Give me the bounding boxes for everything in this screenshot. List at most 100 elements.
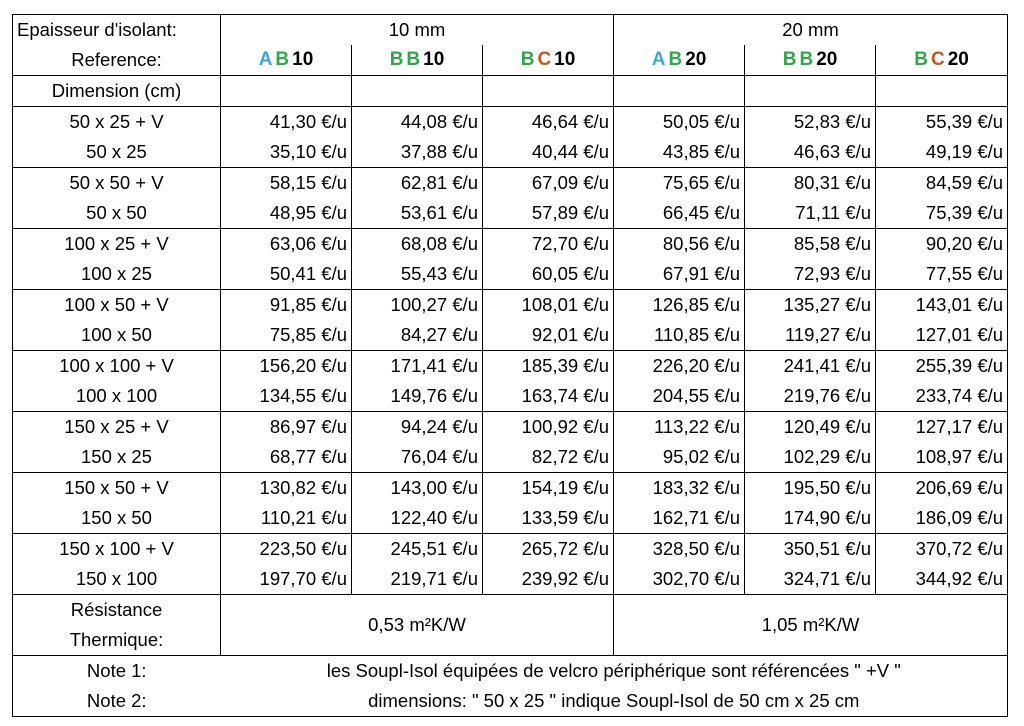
table-row: 150 x 100 197,70 €/u 219,71 €/u 239,92 €/u 3… — [12, 564, 1009, 595]
reference-letter-2: B — [406, 49, 421, 70]
reference-number: 10 — [554, 49, 576, 70]
price-cell: 66,45 €/u — [613, 198, 745, 229]
dimension-header-empty — [875, 75, 1009, 107]
price-cell: 344,92 €/u — [875, 564, 1009, 595]
price-cell: 100,92 €/u — [481, 411, 615, 442]
price-cell: 219,76 €/u — [744, 381, 876, 412]
group-10mm-header: 10 mm — [220, 14, 615, 45]
price-cell: 143,01 €/u — [875, 289, 1009, 320]
price-cell: 245,51 €/u — [351, 533, 483, 564]
reference-letter-1: B — [389, 49, 404, 70]
price-cell: 53,61 €/u — [351, 198, 483, 229]
dimension-cell: 100 x 25 — [12, 259, 221, 290]
price-cell: 67,91 €/u — [613, 259, 745, 290]
price-cell: 84,59 €/u — [875, 167, 1009, 198]
price-cell: 100,27 €/u — [351, 289, 483, 320]
table-row: 100 x 50 + V 91,85 €/u 100,27 €/u 108,01 €/… — [12, 289, 1009, 320]
price-cell: 75,39 €/u — [875, 198, 1009, 229]
price-cell: 126,85 €/u — [652, 294, 741, 315]
price-cell: 90,20 €/u — [875, 228, 1009, 259]
table-row: 150 x 50 110,21 €/u 122,40 €/u 133,59 €/u 16… — [12, 503, 1009, 534]
resistance-label-line1: Résistance — [70, 599, 163, 620]
reference-number: 20 — [947, 49, 969, 70]
reference-letter-1: B — [520, 49, 535, 70]
price-cell: 370,72 €/u — [875, 533, 1009, 564]
price-cell: 185,39 €/u — [481, 350, 615, 381]
dimension-cell: 100 x 100 — [12, 381, 221, 412]
reference-number: 10 — [292, 49, 314, 70]
price-cell: 76,04 €/u — [351, 442, 483, 473]
reference-letter-2: B — [799, 49, 814, 70]
dimension-header-empty — [351, 75, 483, 107]
price-cell: 49,19 €/u — [875, 137, 1009, 168]
resistance-value-10mm: 0,53 m²K/W — [220, 594, 615, 656]
price-cell: 127,17 €/u — [875, 411, 1009, 442]
table-row: 100 x 50 75,85 €/u 84,27 €/u 92,01 €/u 110,8… — [12, 320, 1009, 351]
price-cell: 91,85 €/u — [269, 294, 347, 315]
note-text: dimensions: " 50 x 25 " indique Soupl-Is… — [220, 686, 1009, 717]
price-cell: 68,08 €/u — [351, 228, 483, 259]
note-label: Note 2: — [12, 686, 221, 717]
price-cell: 50,41 €/u — [220, 259, 352, 290]
price-cell: 43,85 €/u — [613, 137, 745, 168]
group-20mm-header: 20 mm — [613, 14, 1009, 45]
price-sheet: Epaisseur d'isolant: 10 mm 20 mm Referen… — [12, 14, 1009, 717]
note-text: les Soupl-Isol équipées de velcro périph… — [220, 655, 1009, 686]
resistance-label: Résistance Thermique: — [12, 594, 221, 656]
header-row-dimension: Dimension (cm) — [12, 75, 1009, 107]
price-cell: 75,65 €/u — [662, 172, 741, 193]
price-cell: 44,08 €/u — [351, 106, 483, 137]
table-row: 100 x 25 + V 63,06 €/u 68,08 €/u 72,70 €/u 8… — [12, 228, 1009, 259]
dimension-cell: 150 x 50 + V — [12, 472, 221, 503]
price-cell: 186,09 €/u — [875, 503, 1009, 534]
price-cell: 149,76 €/u — [351, 381, 483, 412]
price-cell: 113,22 €/u — [653, 416, 741, 437]
price-cell: 95,02 €/u — [613, 442, 745, 473]
reference-header-5: B C 20 — [875, 45, 1009, 76]
reference-number: 20 — [685, 49, 707, 70]
price-cell: 127,01 €/u — [875, 320, 1009, 351]
table-row: 100 x 100 + V 156,20 €/u 171,41 €/u 185,39 … — [12, 350, 1009, 381]
price-cell: 122,40 €/u — [351, 503, 483, 534]
note-label: Note 1: — [12, 655, 221, 686]
price-cell: 195,50 €/u — [744, 472, 876, 503]
table-row: 150 x 50 + V 130,82 €/u 143,00 €/u 154,19 €… — [12, 472, 1009, 503]
table-row: 150 x 25 + V 86,97 €/u 94,24 €/u 100,92 €/u… — [12, 411, 1009, 442]
table-row: 50 x 50 + V 58,15 €/u 62,81 €/u 67,09 €/u 75… — [12, 167, 1009, 198]
header-row-reference: Reference: A B 10 B B 10 B C 10 A B 20 B B 20 B C 20 — [12, 45, 1009, 76]
price-cell: 197,70 €/u — [220, 564, 352, 595]
price-cell: 72,93 €/u — [744, 259, 876, 290]
price-cell: 46,63 €/u — [744, 137, 876, 168]
price-cell: 226,20 €/u — [652, 355, 741, 376]
dimension-cell: 50 x 50 — [12, 198, 221, 229]
reference-letter-1: B — [914, 49, 928, 70]
price-cell: 183,32 €/u — [652, 477, 741, 498]
price-cell: 241,41 €/u — [744, 350, 876, 381]
dimension-header-empty — [744, 75, 876, 107]
reference-letter-2: C — [537, 49, 552, 70]
reference-header-1: B B 10 — [351, 45, 483, 76]
price-cell: 48,95 €/u — [220, 198, 352, 229]
price-cell: 174,90 €/u — [744, 503, 876, 534]
price-cell: 108,01 €/u — [481, 289, 615, 320]
price-cell: 50,05 €/u — [662, 111, 741, 132]
table-row: 50 x 25 35,10 €/u 37,88 €/u 40,44 €/u 43,85 … — [12, 137, 1009, 168]
price-cell: 163,74 €/u — [481, 381, 615, 412]
price-cell: 57,89 €/u — [481, 198, 615, 229]
price-cell: 68,77 €/u — [220, 442, 352, 473]
dimension-cell: 100 x 50 + V — [12, 289, 221, 320]
price-cell: 110,21 €/u — [220, 503, 352, 534]
reference-header-3: A B 20 — [614, 45, 745, 76]
table-row: 150 x 25 68,77 €/u 76,04 €/u 82,72 €/u 95,02… — [12, 442, 1009, 473]
price-cell: 135,27 €/u — [744, 289, 876, 320]
table-row: 50 x 50 48,95 €/u 53,61 €/u 57,89 €/u 66,45 … — [12, 198, 1009, 229]
dimension-cell: 100 x 50 — [12, 320, 221, 351]
price-cell: 239,92 €/u — [481, 564, 615, 595]
note-row: Note 1: les Soupl-Isol équipées de velcro… — [12, 655, 1009, 686]
price-cell: 255,39 €/u — [875, 350, 1009, 381]
price-cell: 71,11 €/u — [744, 198, 876, 229]
price-cell: 75,85 €/u — [220, 320, 352, 351]
table-row: 100 x 25 50,41 €/u 55,43 €/u 60,05 €/u 67,91… — [12, 259, 1009, 290]
price-cell: 119,27 €/u — [744, 320, 876, 351]
price-cell: 233,74 €/u — [875, 381, 1009, 412]
